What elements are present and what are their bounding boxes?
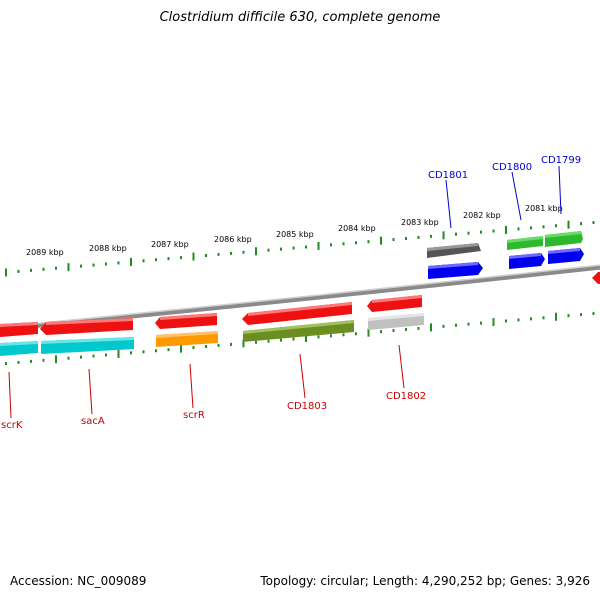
- feature-cd1800-blue[interactable]: [509, 253, 545, 269]
- leader-line: [88, 368, 93, 415]
- gene-label-scrk[interactable]: scrK: [1, 420, 23, 431]
- feature-cd1799-green[interactable]: [545, 231, 583, 247]
- leader-line: [511, 171, 522, 221]
- leader-line: [558, 165, 562, 215]
- kbp-label: 2083 kbp: [401, 218, 439, 227]
- feature-saca-red[interactable]: [40, 318, 133, 335]
- kbp-label: 2089 kbp: [26, 248, 64, 257]
- kbp-label: 2088 kbp: [89, 244, 127, 253]
- feature-scrr-red[interactable]: [155, 313, 217, 329]
- feature-edge-red[interactable]: [592, 271, 600, 284]
- leader-line: [8, 371, 12, 419]
- leader-line: [445, 179, 452, 229]
- kbp-label: 2086 kbp: [214, 235, 252, 244]
- kbp-label: 2084 kbp: [338, 224, 376, 233]
- kbp-label: 2082 kbp: [463, 211, 501, 220]
- feature-cd1803-red[interactable]: [242, 302, 352, 325]
- gene-label-cd1802[interactable]: CD1802: [386, 391, 426, 402]
- gene-label-cd1803[interactable]: CD1803: [287, 401, 327, 412]
- feature-cd1802-red[interactable]: [367, 295, 422, 312]
- feature-cd1800-green[interactable]: [507, 236, 543, 250]
- feature-cd1799-blue[interactable]: [548, 248, 584, 264]
- genome-summary-text: Topology: circular; Length: 4,290,252 bp…: [260, 574, 590, 588]
- leader-line: [189, 363, 194, 409]
- feature-saca-cyan[interactable]: [41, 337, 134, 354]
- gene-label-cd1801[interactable]: CD1801: [428, 170, 468, 181]
- feature-scrk-red[interactable]: [0, 322, 38, 337]
- map-title: Clostridium difficile 630, complete geno…: [159, 10, 441, 25]
- accession-text: Accession: NC_009089: [10, 574, 147, 588]
- leader-line: [398, 344, 405, 389]
- feature-scrr-orange[interactable]: [156, 331, 218, 347]
- feature-cd1801-top[interactable]: [427, 243, 481, 258]
- gene-label-cd1799[interactable]: CD1799: [541, 155, 581, 166]
- gene-label-cd1800[interactable]: CD1800: [492, 162, 532, 173]
- kbp-label: 2085 kbp: [276, 230, 314, 239]
- feature-cd1803-olive[interactable]: [243, 320, 354, 342]
- kbp-label: 2087 kbp: [151, 240, 189, 249]
- leader-line: [299, 353, 306, 399]
- feature-cd1802-gray[interactable]: [368, 313, 424, 330]
- feature-scrk-cyan[interactable]: [0, 341, 38, 356]
- scale-ticks-outer: [5, 220, 595, 277]
- kbp-label: 2081 kbp: [525, 204, 563, 213]
- gene-label-saca[interactable]: sacA: [81, 416, 105, 427]
- gene-label-scrr[interactable]: scrR: [183, 410, 205, 421]
- scale-ticks-inner: [5, 312, 595, 365]
- feature-cd1801-blue[interactable]: [428, 262, 483, 279]
